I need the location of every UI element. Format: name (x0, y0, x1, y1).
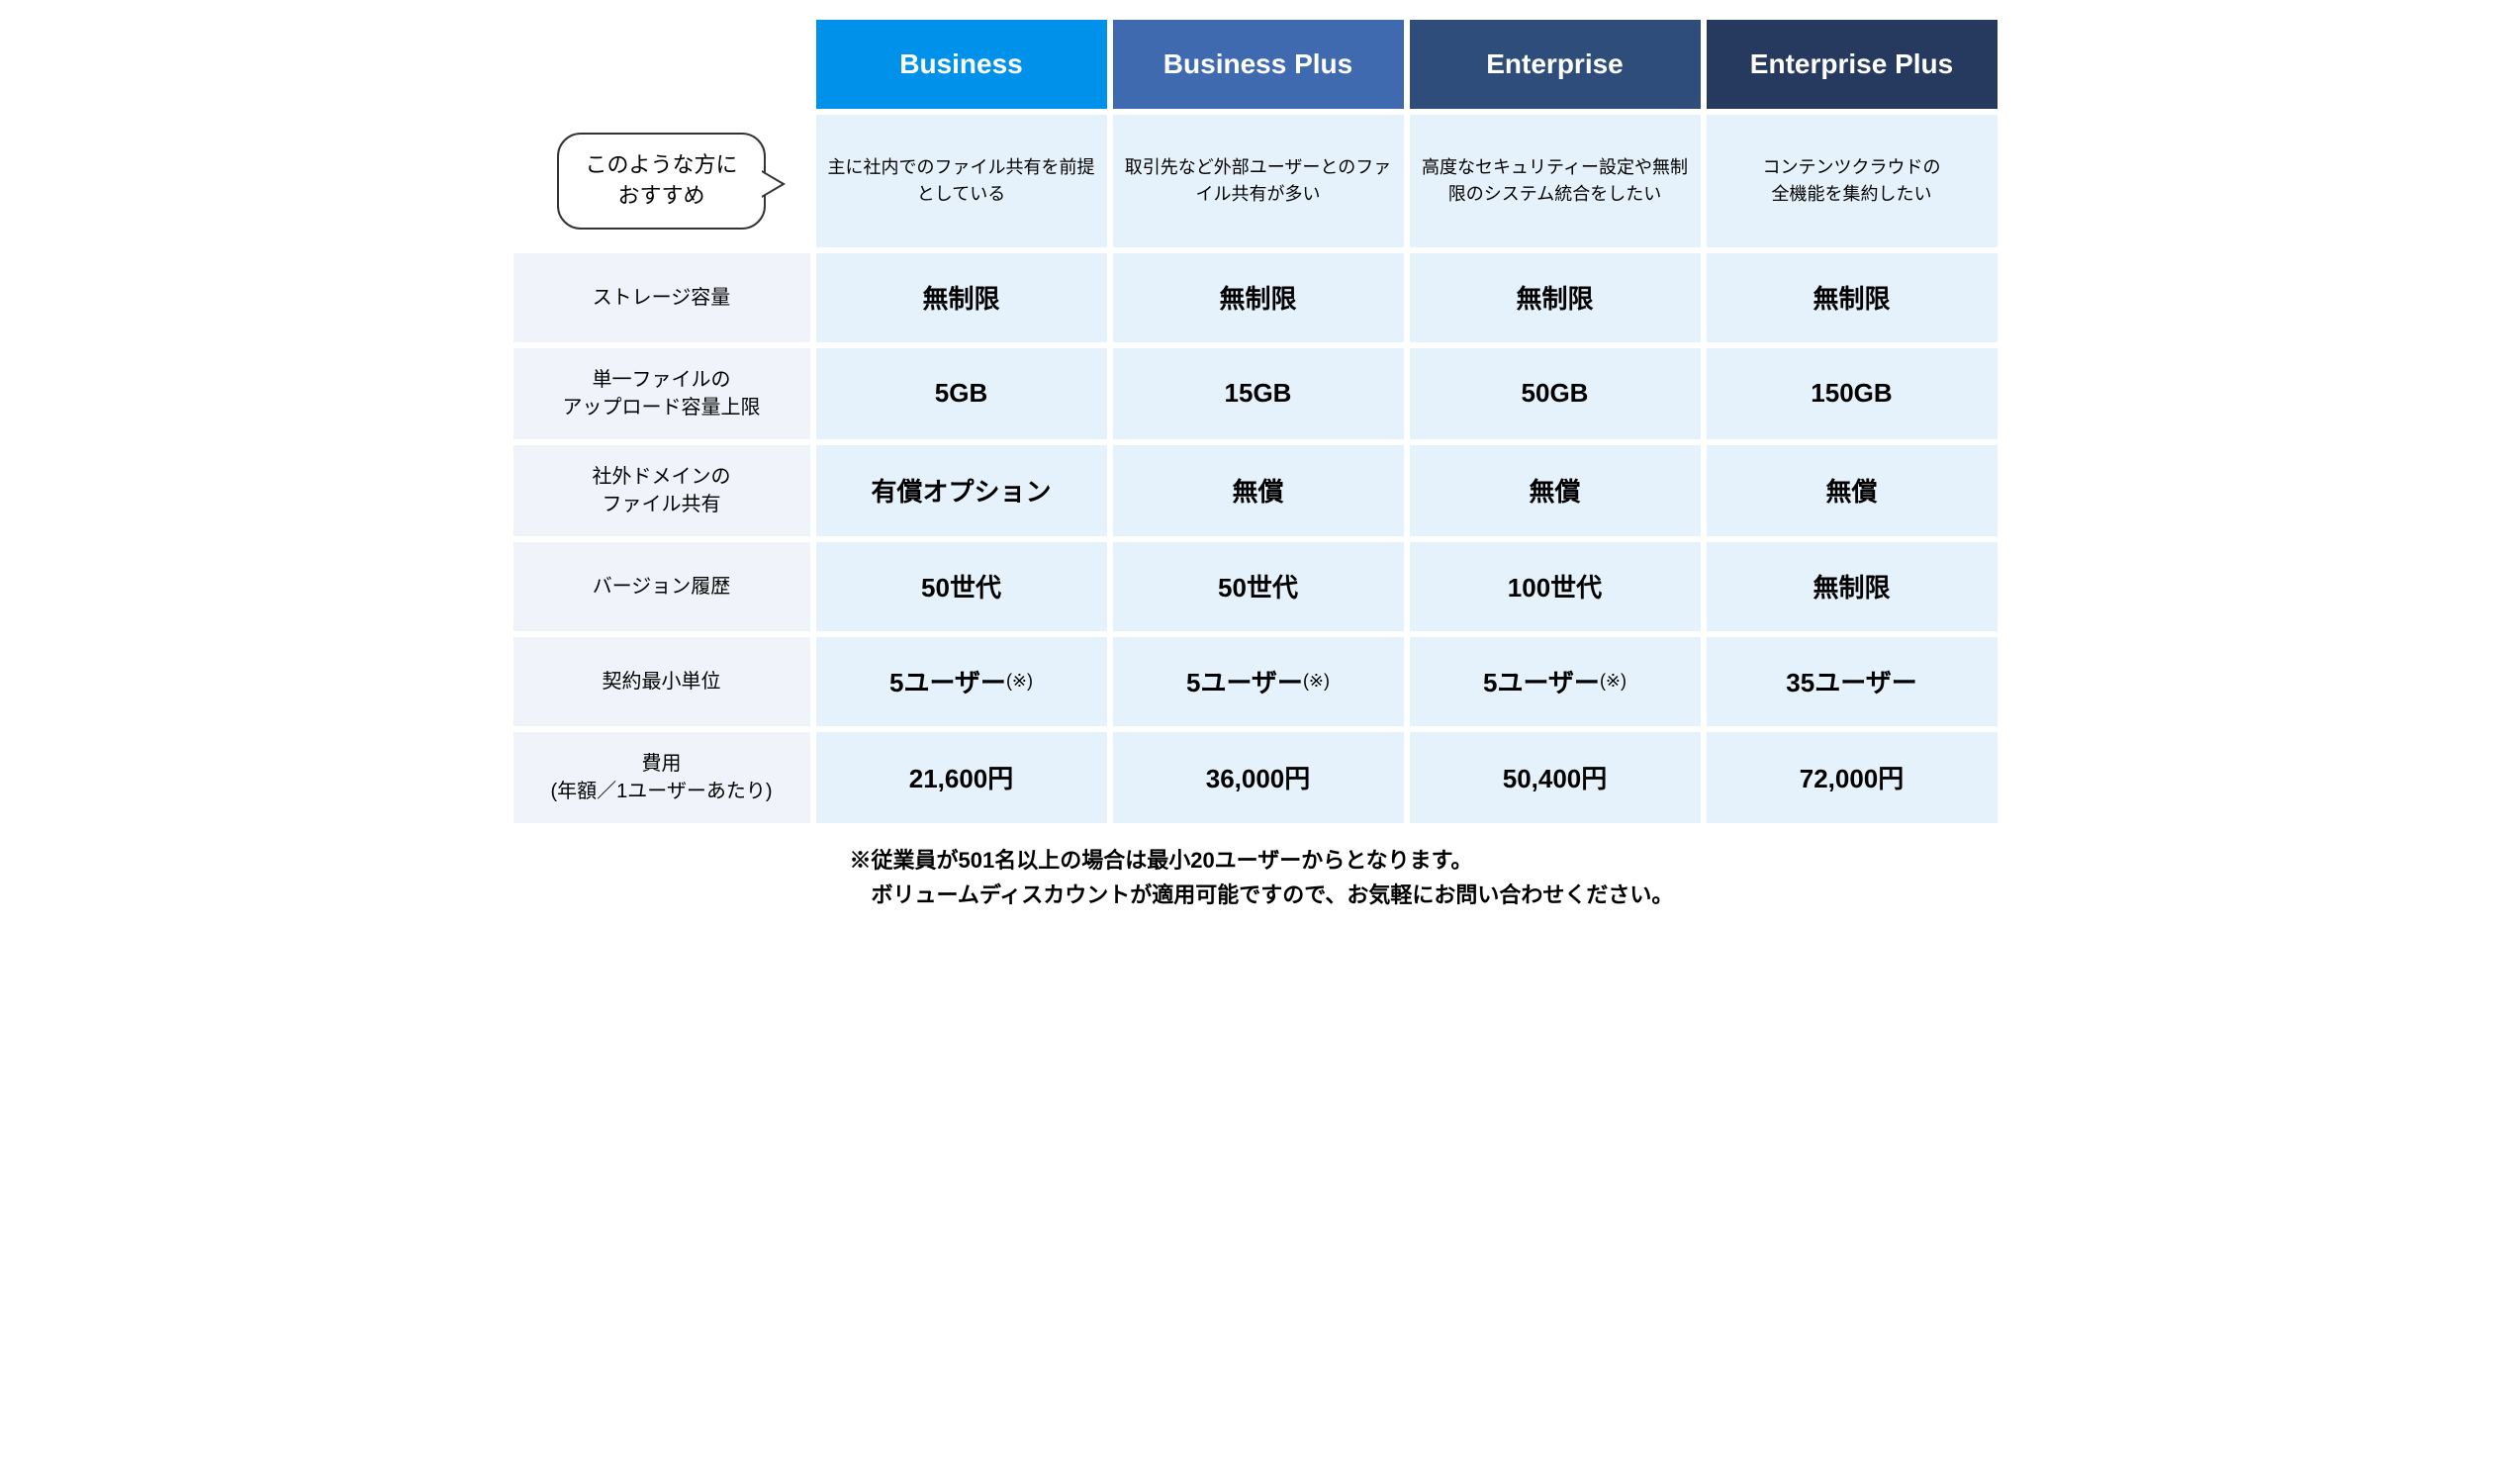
value-text: 無償 (1825, 472, 1877, 509)
value-note: (※) (1006, 671, 1033, 692)
value-note: (※) (1600, 671, 1627, 692)
footnote-line2: ボリュームディスカウントが適用可能ですので、お気軽にお問い合わせください。 (850, 878, 1998, 912)
header-empty (513, 20, 810, 109)
row-label-text: 費用 (年額／1ユーザーあたり) (550, 750, 772, 805)
plan-value: 35ユーザー (1707, 637, 1998, 726)
value-text: 5ユーザー (889, 663, 1006, 699)
plan-value: 5ユーザー(※) (1113, 637, 1404, 726)
value-text: 100世代 (1508, 568, 1602, 604)
value-text: 21,600円 (909, 759, 1014, 795)
value-note: (※) (1303, 671, 1330, 692)
value-text: 50GB (1522, 378, 1589, 409)
plan-value: 無償 (1113, 445, 1404, 536)
plan-value: 50,400円 (1410, 732, 1701, 823)
value-text: 5ユーザー (1483, 663, 1600, 699)
value-text: 50世代 (921, 568, 1001, 604)
row-label-text: 契約最小単位 (603, 668, 721, 696)
plan-value: 無制限 (816, 253, 1107, 342)
value-text: 高度なセキュリティー設定や無制限のシステム統合をしたい (1422, 154, 1689, 208)
plan-header: Enterprise (1410, 20, 1701, 109)
value-text: 無制限 (1219, 279, 1296, 316)
value-text: 無制限 (922, 279, 999, 316)
pricing-table: BusinessBusiness PlusEnterpriseEnterpris… (513, 20, 1998, 823)
row-label-text: バージョン履歴 (593, 573, 731, 601)
plan-value: 5GB (816, 348, 1107, 439)
value-text: 取引先など外部ユーザーとのファイル共有が多い (1125, 154, 1392, 208)
row-label: バージョン履歴 (513, 542, 810, 631)
plan-value: 15GB (1113, 348, 1404, 439)
value-text: 15GB (1225, 378, 1292, 409)
value-text: 50世代 (1218, 568, 1298, 604)
value-text: 36,000円 (1206, 759, 1311, 795)
plan-value: 50GB (1410, 348, 1701, 439)
plan-value: 50世代 (1113, 542, 1404, 631)
value-text: 無償 (1529, 472, 1580, 509)
value-text: 無償 (1232, 472, 1283, 509)
row-label: ストレージ容量 (513, 253, 810, 342)
bubble-line2: おすすめ (585, 181, 737, 212)
plan-header: Business Plus (1113, 20, 1404, 109)
plan-value: 36,000円 (1113, 732, 1404, 823)
plan-value: 50世代 (816, 542, 1107, 631)
plan-value: 無制限 (1113, 253, 1404, 342)
plan-value: 72,000円 (1707, 732, 1998, 823)
bubble-tail-inner-icon (760, 171, 782, 197)
plan-value: 無制限 (1707, 542, 1998, 631)
value-text: 5ユーザー (1186, 663, 1303, 699)
plan-value: 5ユーザー(※) (1410, 637, 1701, 726)
footnote: ※従業員が501名以上の場合は最小20ユーザーからとなります。 ボリュームディス… (513, 843, 1998, 912)
value-text: 50,400円 (1503, 759, 1608, 795)
value-text: 35ユーザー (1786, 663, 1916, 699)
value-text: 主に社内でのファイル共有を前提としている (828, 154, 1095, 208)
row-label: 契約最小単位 (513, 637, 810, 726)
plan-header: Business (816, 20, 1107, 109)
plan-description: 高度なセキュリティー設定や無制限のシステム統合をしたい (1410, 115, 1701, 247)
value-text: 無制限 (1516, 279, 1593, 316)
bubble-line1: このような方に (585, 150, 737, 181)
row-label-text: 社外ドメインの ファイル共有 (593, 463, 731, 518)
recommendation-bubble-cell: このような方におすすめ (513, 115, 810, 247)
value-text: 150GB (1811, 378, 1892, 409)
row-label: 単一ファイルの アップロード容量上限 (513, 348, 810, 439)
plan-value: 150GB (1707, 348, 1998, 439)
plan-value: 100世代 (1410, 542, 1701, 631)
footnote-line1: ※従業員が501名以上の場合は最小20ユーザーからとなります。 (850, 843, 1998, 878)
plan-value: 有償オプション (816, 445, 1107, 536)
row-label-text: ストレージ容量 (593, 284, 731, 312)
plan-value: 無償 (1410, 445, 1701, 536)
value-text: コンテンツクラウドの 全機能を集約したい (1763, 154, 1941, 208)
plan-value: 無制限 (1410, 253, 1701, 342)
plan-value: 21,600円 (816, 732, 1107, 823)
value-text: 72,000円 (1800, 759, 1905, 795)
plan-value: 5ユーザー(※) (816, 637, 1107, 726)
value-text: 5GB (935, 378, 987, 409)
plan-description: 主に社内でのファイル共有を前提としている (816, 115, 1107, 247)
row-label: 費用 (年額／1ユーザーあたり) (513, 732, 810, 823)
value-text: 無制限 (1813, 279, 1890, 316)
plan-value: 無償 (1707, 445, 1998, 536)
plan-description: コンテンツクラウドの 全機能を集約したい (1707, 115, 1998, 247)
plan-header: Enterprise Plus (1707, 20, 1998, 109)
value-text: 有償オプション (871, 472, 1051, 509)
pricing-table-container: BusinessBusiness PlusEnterpriseEnterpris… (513, 20, 1998, 912)
plan-description: 取引先など外部ユーザーとのファイル共有が多い (1113, 115, 1404, 247)
row-label-text: 単一ファイルの アップロード容量上限 (563, 366, 761, 421)
row-label: 社外ドメインの ファイル共有 (513, 445, 810, 536)
plan-value: 無制限 (1707, 253, 1998, 342)
recommendation-bubble: このような方におすすめ (557, 133, 765, 230)
value-text: 無制限 (1813, 568, 1890, 604)
